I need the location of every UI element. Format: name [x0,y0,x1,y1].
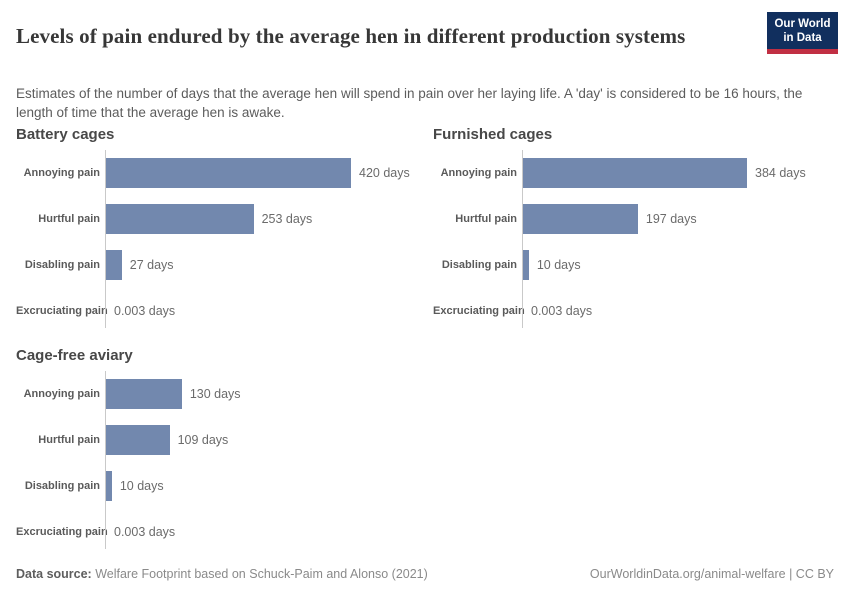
bar [106,379,182,409]
y-axis-line [105,150,106,328]
category-label: Annoying pain [23,167,100,179]
category-label: Excruciating pain [16,526,108,538]
bar-row: Hurtful pain 253 days [16,196,420,242]
bar-row: Disabling pain 10 days [16,463,420,509]
panel-battery-cages: Battery cages Annoying pain 420 days Hurtf… [16,124,420,334]
y-axis-line [105,371,106,549]
panel-furnished-cages: Furnished cages Annoying pain 384 days Hur… [433,124,837,334]
bar-rows: Annoying pain 384 days Hurtful pain 197 day… [433,150,837,334]
bar-row: Annoying pain 384 days [433,150,837,196]
panel-title: Furnished cages [433,126,553,143]
attribution: OurWorldinData.org/animal-welfare | CC B… [589,567,834,581]
value-label: 197 days [645,212,697,226]
value-label: 253 days [261,212,313,226]
bar [106,425,170,455]
bar [106,250,122,280]
category-label: Disabling pain [24,259,100,271]
value-label: 130 days [189,387,241,401]
page-title: Levels of pain endured by the average he… [16,24,686,49]
panel-title: Cage-free aviary [16,347,133,364]
category-label: Hurtful pain [38,213,100,225]
bar-row: Excruciating pain 0.003 days [433,288,837,334]
bar [106,471,112,501]
bar-row: Hurtful pain 197 days [433,196,837,242]
panel-title: Battery cages [16,126,115,143]
category-label: Excruciating pain [433,305,525,317]
value-label: 0.003 days [114,525,176,539]
bar-row: Disabling pain 27 days [16,242,420,288]
value-label: 10 days [119,479,164,493]
bar-row: Excruciating pain 0.003 days [16,509,420,555]
bar-row: Annoying pain 130 days [16,371,420,417]
category-label: Annoying pain [23,388,100,400]
chart-subtitle: Estimates of the number of days that the… [16,85,803,120]
category-label: Hurtful pain [38,434,100,446]
bar-rows: Annoying pain 420 days Hurtful pain 253 day… [16,150,420,334]
panel-cage-free-aviary: Cage-free aviary Annoying pain 130 days Hu… [16,345,420,555]
bar [106,158,351,188]
value-label: 109 days [177,433,229,447]
category-label: Annoying pain [440,167,517,179]
value-label: 0.003 days [531,304,593,318]
bar-plot: Annoying pain 130 days Hurtful pain 109 day… [16,371,420,555]
data-source-text: Welfare Footprint based on Schuck-Paim a… [91,567,428,581]
bar-row: Annoying pain 420 days [16,150,420,196]
our-world-in-data-logo: Our World in Data [767,12,838,54]
value-label: 420 days [359,166,410,180]
bar-rows: Annoying pain 130 days Hurtful pain 109 day… [16,371,420,555]
chart-footer: Data source: Welfare Footprint based on … [16,567,834,581]
bar [523,204,638,234]
y-axis-line [522,150,523,328]
category-label: Hurtful pain [455,213,517,225]
bar-row: Excruciating pain 0.003 days [16,288,420,334]
logo-line1: Our World [774,18,831,30]
data-source-label: Data source: [16,567,92,581]
category-label: Disabling pain [441,259,517,271]
bar [523,158,747,188]
bar [106,204,254,234]
bar-row: Hurtful pain 109 days [16,417,420,463]
logo-line2: in Data [783,32,822,44]
value-label: 27 days [129,258,174,272]
bar-plot: Annoying pain 420 days Hurtful pain 253 day… [16,150,420,334]
value-label: 384 days [755,166,806,180]
value-label: 10 days [536,258,581,272]
bar-plot: Annoying pain 384 days Hurtful pain 197 day… [433,150,837,334]
bar-row: Disabling pain 10 days [433,242,837,288]
data-source: Data source: Welfare Footprint based on … [16,567,428,581]
category-label: Excruciating pain [16,305,108,317]
category-label: Disabling pain [24,480,100,492]
value-label: 0.003 days [114,304,176,318]
bar [523,250,529,280]
